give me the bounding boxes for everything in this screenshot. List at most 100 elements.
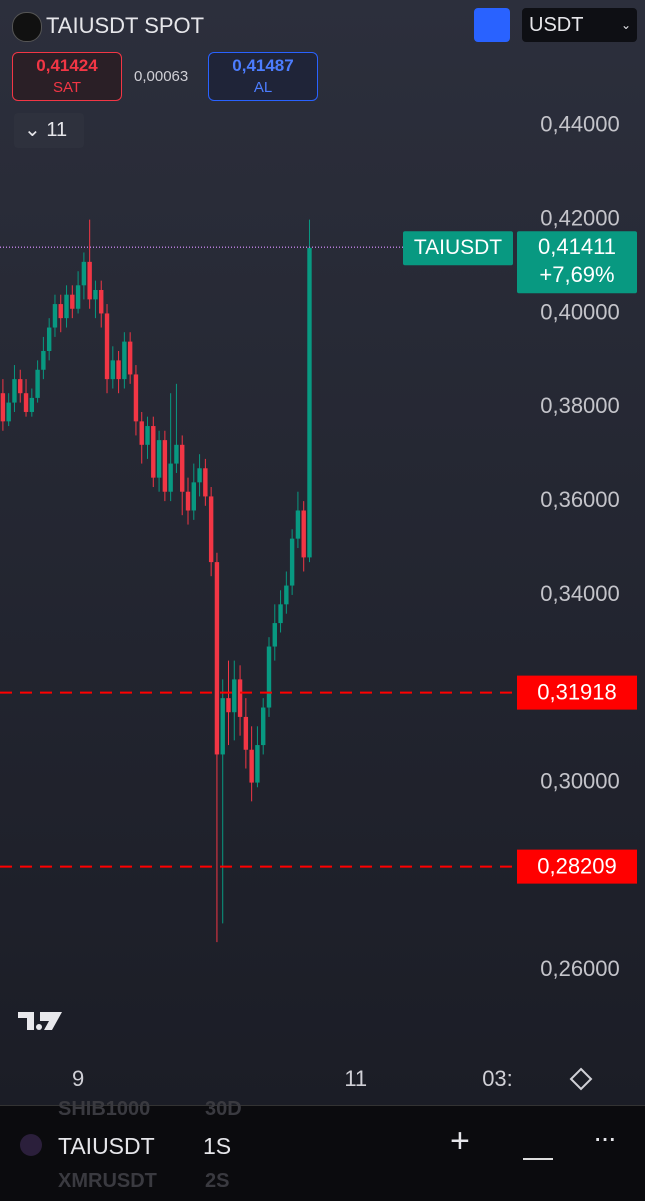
- candle-body: [301, 510, 306, 558]
- symbol-tag: TAIUSDT: [414, 236, 502, 259]
- auto-scale-icon: [569, 1067, 593, 1091]
- candle: [220, 679, 225, 924]
- candle-body: [46, 327, 52, 351]
- candle: [145, 416, 150, 459]
- y-tick-label: 0,30000: [540, 768, 620, 793]
- candle-body: [29, 397, 35, 412]
- candle: [266, 637, 272, 717]
- candle: [0, 379, 6, 431]
- y-tick-label: 0,34000: [540, 581, 620, 606]
- candle: [180, 435, 185, 516]
- add-button[interactable]: +: [450, 1122, 470, 1160]
- currency-select[interactable]: USDT ⌄: [522, 8, 637, 42]
- candle-body: [127, 341, 133, 375]
- candle: [46, 318, 52, 361]
- candle-body: [261, 707, 266, 746]
- candle: [174, 383, 179, 473]
- candle: [75, 271, 81, 314]
- buy-price: 0,41487: [232, 56, 294, 75]
- footer-interval[interactable]: 1S: [203, 1133, 232, 1159]
- candle-body: [145, 426, 150, 445]
- currency: USDT: [529, 14, 584, 36]
- candle: [307, 219, 312, 563]
- candle: [156, 430, 162, 492]
- candle-body: [75, 285, 81, 309]
- candle-body: [272, 623, 277, 647]
- indicator-toggle[interactable]: ⌄ 11: [14, 113, 84, 148]
- symbol-tag-bg: [403, 231, 513, 266]
- candle: [278, 590, 283, 633]
- candle-body: [197, 468, 202, 483]
- compare-button[interactable]: [474, 8, 510, 42]
- symbol-icon[interactable]: [12, 12, 42, 42]
- tradingview-logo: [18, 1012, 62, 1030]
- candle: [64, 285, 69, 328]
- candle-body: [110, 360, 116, 380]
- symbol-title[interactable]: TAIUSDT SPOT: [46, 13, 205, 38]
- sell-price: 0,41424: [36, 56, 98, 75]
- candle-body: [168, 463, 173, 492]
- watchlist-next-interval: 2S: [205, 1170, 230, 1192]
- candle-body: [35, 369, 40, 398]
- candle: [122, 332, 127, 389]
- candle: [232, 660, 237, 741]
- candle-body: [87, 261, 92, 300]
- candle-body: [81, 261, 87, 286]
- candle: [226, 660, 231, 746]
- candle: [58, 294, 63, 333]
- price-line-label: 0,31918: [537, 679, 617, 704]
- candle-body: [174, 444, 179, 464]
- candle: [191, 463, 196, 520]
- candle-body: [139, 421, 144, 445]
- candle: [185, 477, 191, 525]
- candle: [127, 332, 133, 384]
- candle-body: [237, 679, 243, 717]
- footer-symbol[interactable]: TAIUSDT: [58, 1133, 155, 1159]
- candle-body: [232, 679, 237, 713]
- candle: [18, 369, 23, 403]
- buy-button[interactable]: 0,41487 AL: [208, 52, 318, 101]
- candle: [99, 280, 104, 328]
- candle: [301, 501, 306, 572]
- draw-button[interactable]: [523, 1128, 553, 1160]
- candle: [243, 698, 249, 769]
- last-price-bg: [517, 231, 637, 294]
- candle-body: [64, 294, 69, 319]
- candle-body: [6, 402, 11, 422]
- y-tick-label: 0,38000: [540, 393, 620, 418]
- candle: [203, 458, 208, 506]
- y-tick-label: 0,40000: [540, 299, 620, 324]
- candle-body: [0, 393, 6, 422]
- more-button[interactable]: ···: [593, 1122, 617, 1153]
- candle: [295, 491, 301, 549]
- watchlist-next-symbol[interactable]: XMRUSDT: [58, 1170, 157, 1192]
- candle-body: [122, 341, 127, 380]
- candle-body: [208, 496, 214, 563]
- y-tick-label: 0,42000: [540, 205, 620, 230]
- logo-dot: [36, 1024, 42, 1030]
- candle: [151, 416, 156, 488]
- symbol-icon: [20, 1134, 42, 1156]
- y-tick-label: 0,44000: [540, 112, 620, 137]
- last-price-change: +7,69%: [539, 262, 614, 287]
- watchlist-prev-symbol[interactable]: SHIB1000: [58, 1098, 151, 1120]
- candle-body: [185, 491, 191, 511]
- candle-body: [203, 468, 208, 497]
- candle-body: [156, 440, 162, 478]
- candle-body: [255, 745, 260, 783]
- candle: [6, 393, 11, 427]
- candle-body: [226, 698, 231, 713]
- x-tick-label: 9: [72, 1066, 84, 1091]
- x-tick-label: 03:: [482, 1066, 513, 1091]
- candle-body: [284, 585, 289, 605]
- price-line-label: 0,28209: [537, 853, 617, 878]
- candle-body: [18, 379, 23, 394]
- sell-button[interactable]: 0,41424 SAT: [12, 52, 122, 101]
- candle: [70, 285, 75, 319]
- candle-body: [93, 290, 98, 300]
- candle: [87, 219, 92, 309]
- candle: [208, 487, 214, 577]
- candle-body: [116, 360, 121, 380]
- candle: [104, 304, 110, 394]
